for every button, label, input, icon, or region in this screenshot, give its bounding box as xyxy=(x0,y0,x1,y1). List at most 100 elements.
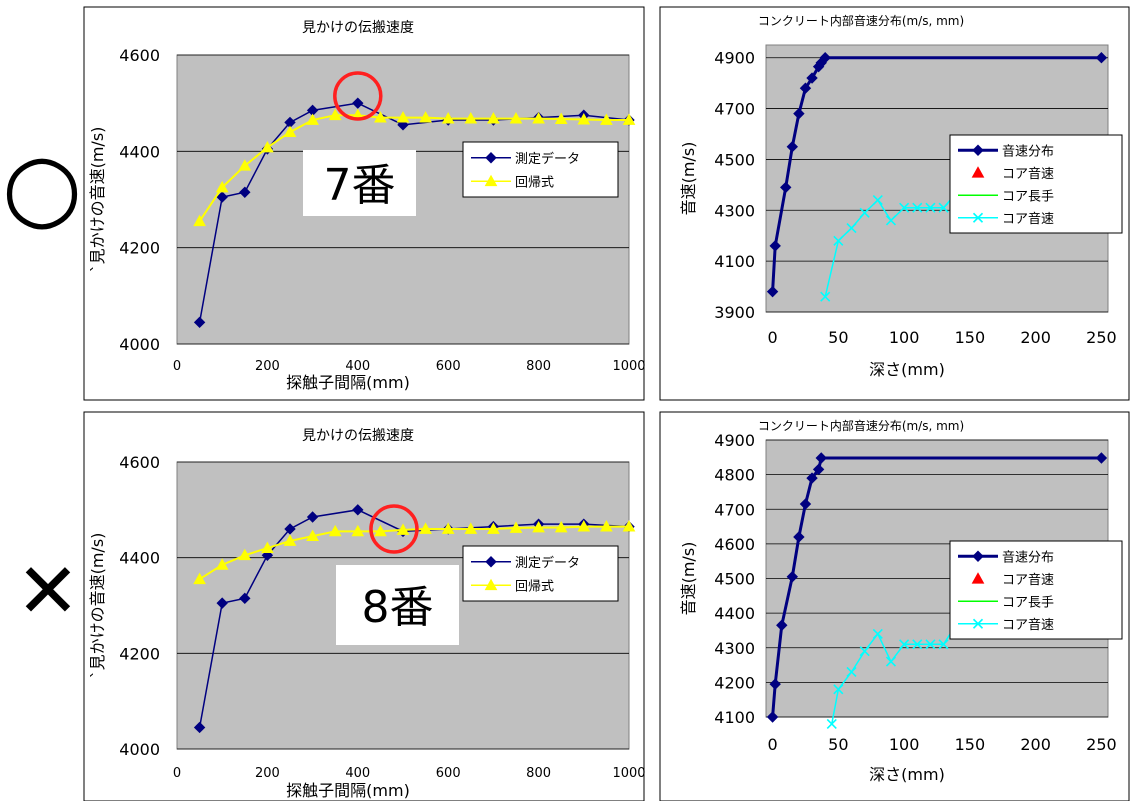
chart-2-legend-marker xyxy=(971,166,985,178)
chart-4-xtick-label: 0 xyxy=(767,735,777,754)
chart-1-xtick-label: 800 xyxy=(526,359,551,374)
chart-2-series-4-point xyxy=(899,202,910,213)
bad-marker-cross: ✕ xyxy=(16,546,80,635)
chart-3-ytick-label: 4400 xyxy=(119,549,160,568)
chart-4-series-4-point xyxy=(938,639,949,650)
chart-1-series-2-point xyxy=(441,112,455,124)
chart-2-xtick-label: 0 xyxy=(767,328,777,347)
chart-1-legend-marker xyxy=(484,174,498,187)
chart-3-series-2-point xyxy=(577,520,591,532)
chart-2-series-4-point xyxy=(859,207,870,218)
chart-2-series-4-point xyxy=(820,291,831,302)
chart-3-xtick-label: 1000 xyxy=(612,766,645,781)
chart-3-xtick-label: 600 xyxy=(436,766,461,781)
chart-2-series-1-point xyxy=(786,141,799,153)
chart-2-series-4-point xyxy=(938,202,949,213)
chart-1-legend-marker xyxy=(485,152,497,164)
chart-2-series-1-point xyxy=(769,240,781,252)
chart-2-xtick-label: 50 xyxy=(828,328,848,347)
chart-4-ytick-label: 4800 xyxy=(714,466,755,485)
chart-1-series-2-point xyxy=(532,112,545,124)
chart-3-title: 見かけの伝搬速度 xyxy=(302,428,414,444)
chart-1-xtick-label: 0 xyxy=(173,359,181,374)
chart-3-series-2-point xyxy=(600,520,613,532)
chart-2-series-1-point xyxy=(793,107,805,120)
chart-3-series-2-point xyxy=(328,524,342,537)
chart-2-series-4-point xyxy=(885,215,897,226)
chart-1-series-2-point xyxy=(238,159,252,171)
chart-2-xtick-label: 100 xyxy=(889,328,920,347)
chart-3-series-2-point xyxy=(261,541,274,553)
chart-4-series-1-point xyxy=(793,531,805,543)
chart-2-ytick-label: 4300 xyxy=(714,201,755,220)
chart-2-ytick-label: 4900 xyxy=(714,49,755,68)
chart-3-series-2-point xyxy=(215,558,229,570)
chart-4-legend-label: 音速分布 xyxy=(1002,549,1054,565)
chart-1-xtick-label: 200 xyxy=(255,359,280,374)
chart-1-series-2-point xyxy=(577,113,591,125)
chart-4-xtick-label: 200 xyxy=(1020,735,1051,754)
chart-3-series-1-point xyxy=(284,523,296,535)
chart-1-series-2-point xyxy=(374,111,387,123)
chart-4-xtick-label: 150 xyxy=(955,735,986,754)
chart-2-xlabel: 深さ(mm) xyxy=(869,360,945,379)
chart-2-series-4-point xyxy=(912,202,923,213)
chart-4-series-4-point xyxy=(899,639,910,650)
chart-4-ylabel: 音速(m/s) xyxy=(679,542,698,616)
chart-3-xtick-label: 400 xyxy=(345,766,370,781)
chart-3-xtick-label: 0 xyxy=(173,766,181,781)
chart-1-series-2-point xyxy=(306,113,319,125)
chart-3-series-1-point xyxy=(239,592,251,605)
chart-2-series-4-point xyxy=(833,235,844,246)
chart-3-ylabel: `見かけの音速(m/s) xyxy=(88,533,107,679)
chart-2-ytick-label: 4100 xyxy=(714,252,755,271)
good-marker-circle: ○ xyxy=(2,133,82,240)
chart-1-series-2-line xyxy=(198,114,629,222)
chart-1-annotation-label: 7番 xyxy=(324,160,396,211)
chart-4-series-1-point xyxy=(799,498,812,510)
chart-3-series-2-point xyxy=(374,524,387,537)
chart-4-series-4-point xyxy=(833,684,844,695)
chart-4-series-1-line xyxy=(771,456,1102,718)
chart-4-ytick-label: 4200 xyxy=(714,673,755,692)
chart-4-series-1-point xyxy=(766,711,779,723)
chart-1-series-1-point xyxy=(239,186,251,198)
chart-4-ytick-label: 4300 xyxy=(714,639,755,658)
chart-3-legend-label: 回帰式 xyxy=(515,578,554,594)
chart-4-xtick-label: 50 xyxy=(828,735,848,754)
chart-2-series-4-point xyxy=(925,202,936,213)
chart-4-series-1-point xyxy=(769,678,781,690)
chart-1-series-2-point xyxy=(419,111,432,123)
chart-2-series-1-point xyxy=(1095,52,1108,64)
chart-4-legend-marker xyxy=(972,618,984,629)
chart-2-legend-marker xyxy=(972,212,984,223)
chart-1-annotation-circle xyxy=(333,71,383,121)
chart-3-ytick-label: 4600 xyxy=(119,453,160,472)
chart-3-series-2-point xyxy=(306,529,319,542)
chart-2-series-1-point xyxy=(799,82,812,94)
chart-3-series-2-point xyxy=(622,520,636,532)
chart-1-series-2-point xyxy=(464,112,478,124)
chart-2-series-1-point xyxy=(766,285,779,298)
chart-4-legend-label: コア音速 xyxy=(1002,617,1054,633)
chart-2-title: コンクリート内部音速分布(m/s, mm) xyxy=(758,13,964,28)
chart-3-series-2-point xyxy=(283,534,297,546)
chart-3-series-2-point xyxy=(509,521,523,533)
chart-3-series-2-point xyxy=(554,521,568,533)
chart-1-title: 見かけの伝搬速度 xyxy=(302,20,414,36)
chart-4-series-4-point xyxy=(912,639,923,650)
chart-4-series-4-point xyxy=(885,656,897,667)
chart-2-series-1-point xyxy=(819,52,831,64)
chart-1-xtick-label: 1000 xyxy=(612,359,645,374)
chart-4-series-1-point xyxy=(815,452,827,464)
chart-1-series-2-point xyxy=(622,113,636,125)
chart-1-annotation-box xyxy=(303,150,416,216)
chart-3-series-2-point xyxy=(464,522,478,534)
chart-3-series-2-point xyxy=(193,572,206,585)
chart-2-series-1-point xyxy=(806,72,818,84)
chart-3-series-1-point xyxy=(352,504,364,516)
chart-1-series-2-point xyxy=(554,112,568,124)
chart-3-legend xyxy=(462,545,619,602)
chart-4-series-1-point xyxy=(786,571,799,583)
